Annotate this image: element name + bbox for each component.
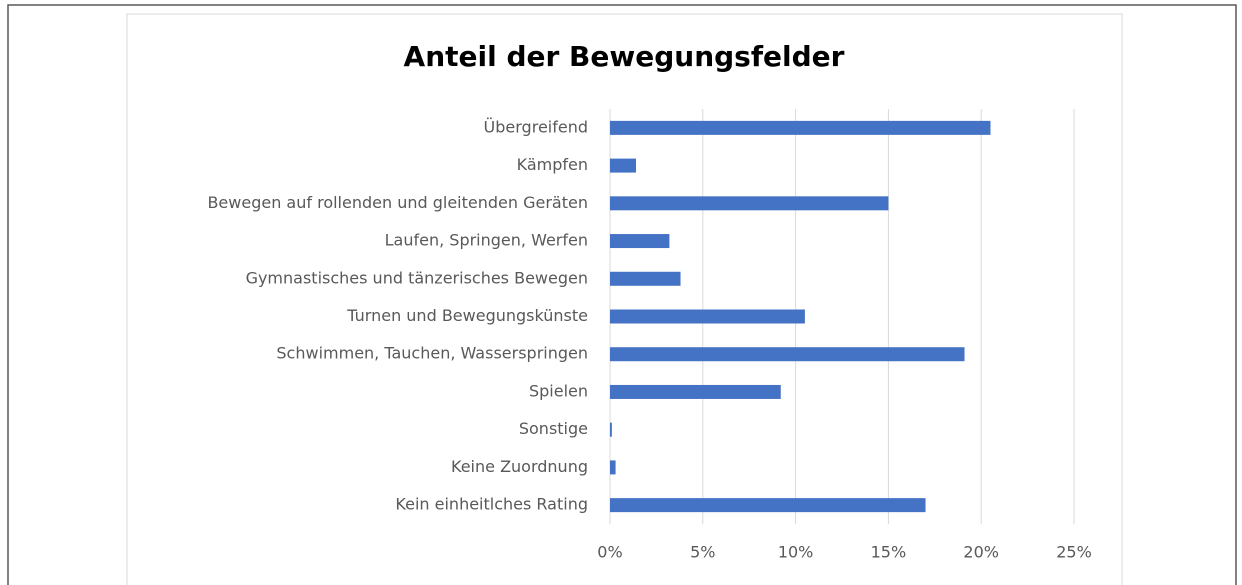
chart-title: Anteil der Bewegungsfelder <box>404 40 845 73</box>
chart-area <box>126 13 1123 585</box>
y-tick-label: Schwimmen, Tauchen, Wasserspringen <box>276 344 588 363</box>
y-tick-label: Übergreifend <box>484 117 588 136</box>
bar <box>610 347 965 362</box>
y-tick-label: Turnen und Bewegungskünste <box>346 306 588 325</box>
bar <box>610 422 612 437</box>
x-tick-label: 10% <box>778 543 814 562</box>
bar <box>610 120 991 135</box>
bar <box>610 158 636 173</box>
x-tick-label: 20% <box>963 543 999 562</box>
bar <box>610 384 781 399</box>
outer-frame <box>7 4 1237 585</box>
y-tick-label: Sonstige <box>519 419 588 438</box>
y-tick-label: Bewegen auf rollenden und gleitenden Ger… <box>207 193 588 212</box>
y-tick-label: Keine Zuordnung <box>451 457 588 476</box>
x-tick-label: 25% <box>1056 543 1092 562</box>
bar <box>610 309 805 324</box>
bar <box>610 234 670 249</box>
x-tick-label: 0% <box>597 543 622 562</box>
bar <box>610 271 681 286</box>
y-tick-label: Gymnastisches und tänzerisches Bewegen <box>246 268 588 287</box>
x-tick-label: 15% <box>871 543 907 562</box>
y-tick-label: Spielen <box>529 381 588 400</box>
bar <box>610 460 616 475</box>
y-tick-label: Laufen, Springen, Werfen <box>385 231 588 250</box>
y-tick-label: Kämpfen <box>517 155 588 174</box>
bar <box>610 498 926 513</box>
bar <box>610 196 889 211</box>
y-tick-label: Kein einheitlches Rating <box>395 495 588 514</box>
x-tick-label: 5% <box>690 543 715 562</box>
